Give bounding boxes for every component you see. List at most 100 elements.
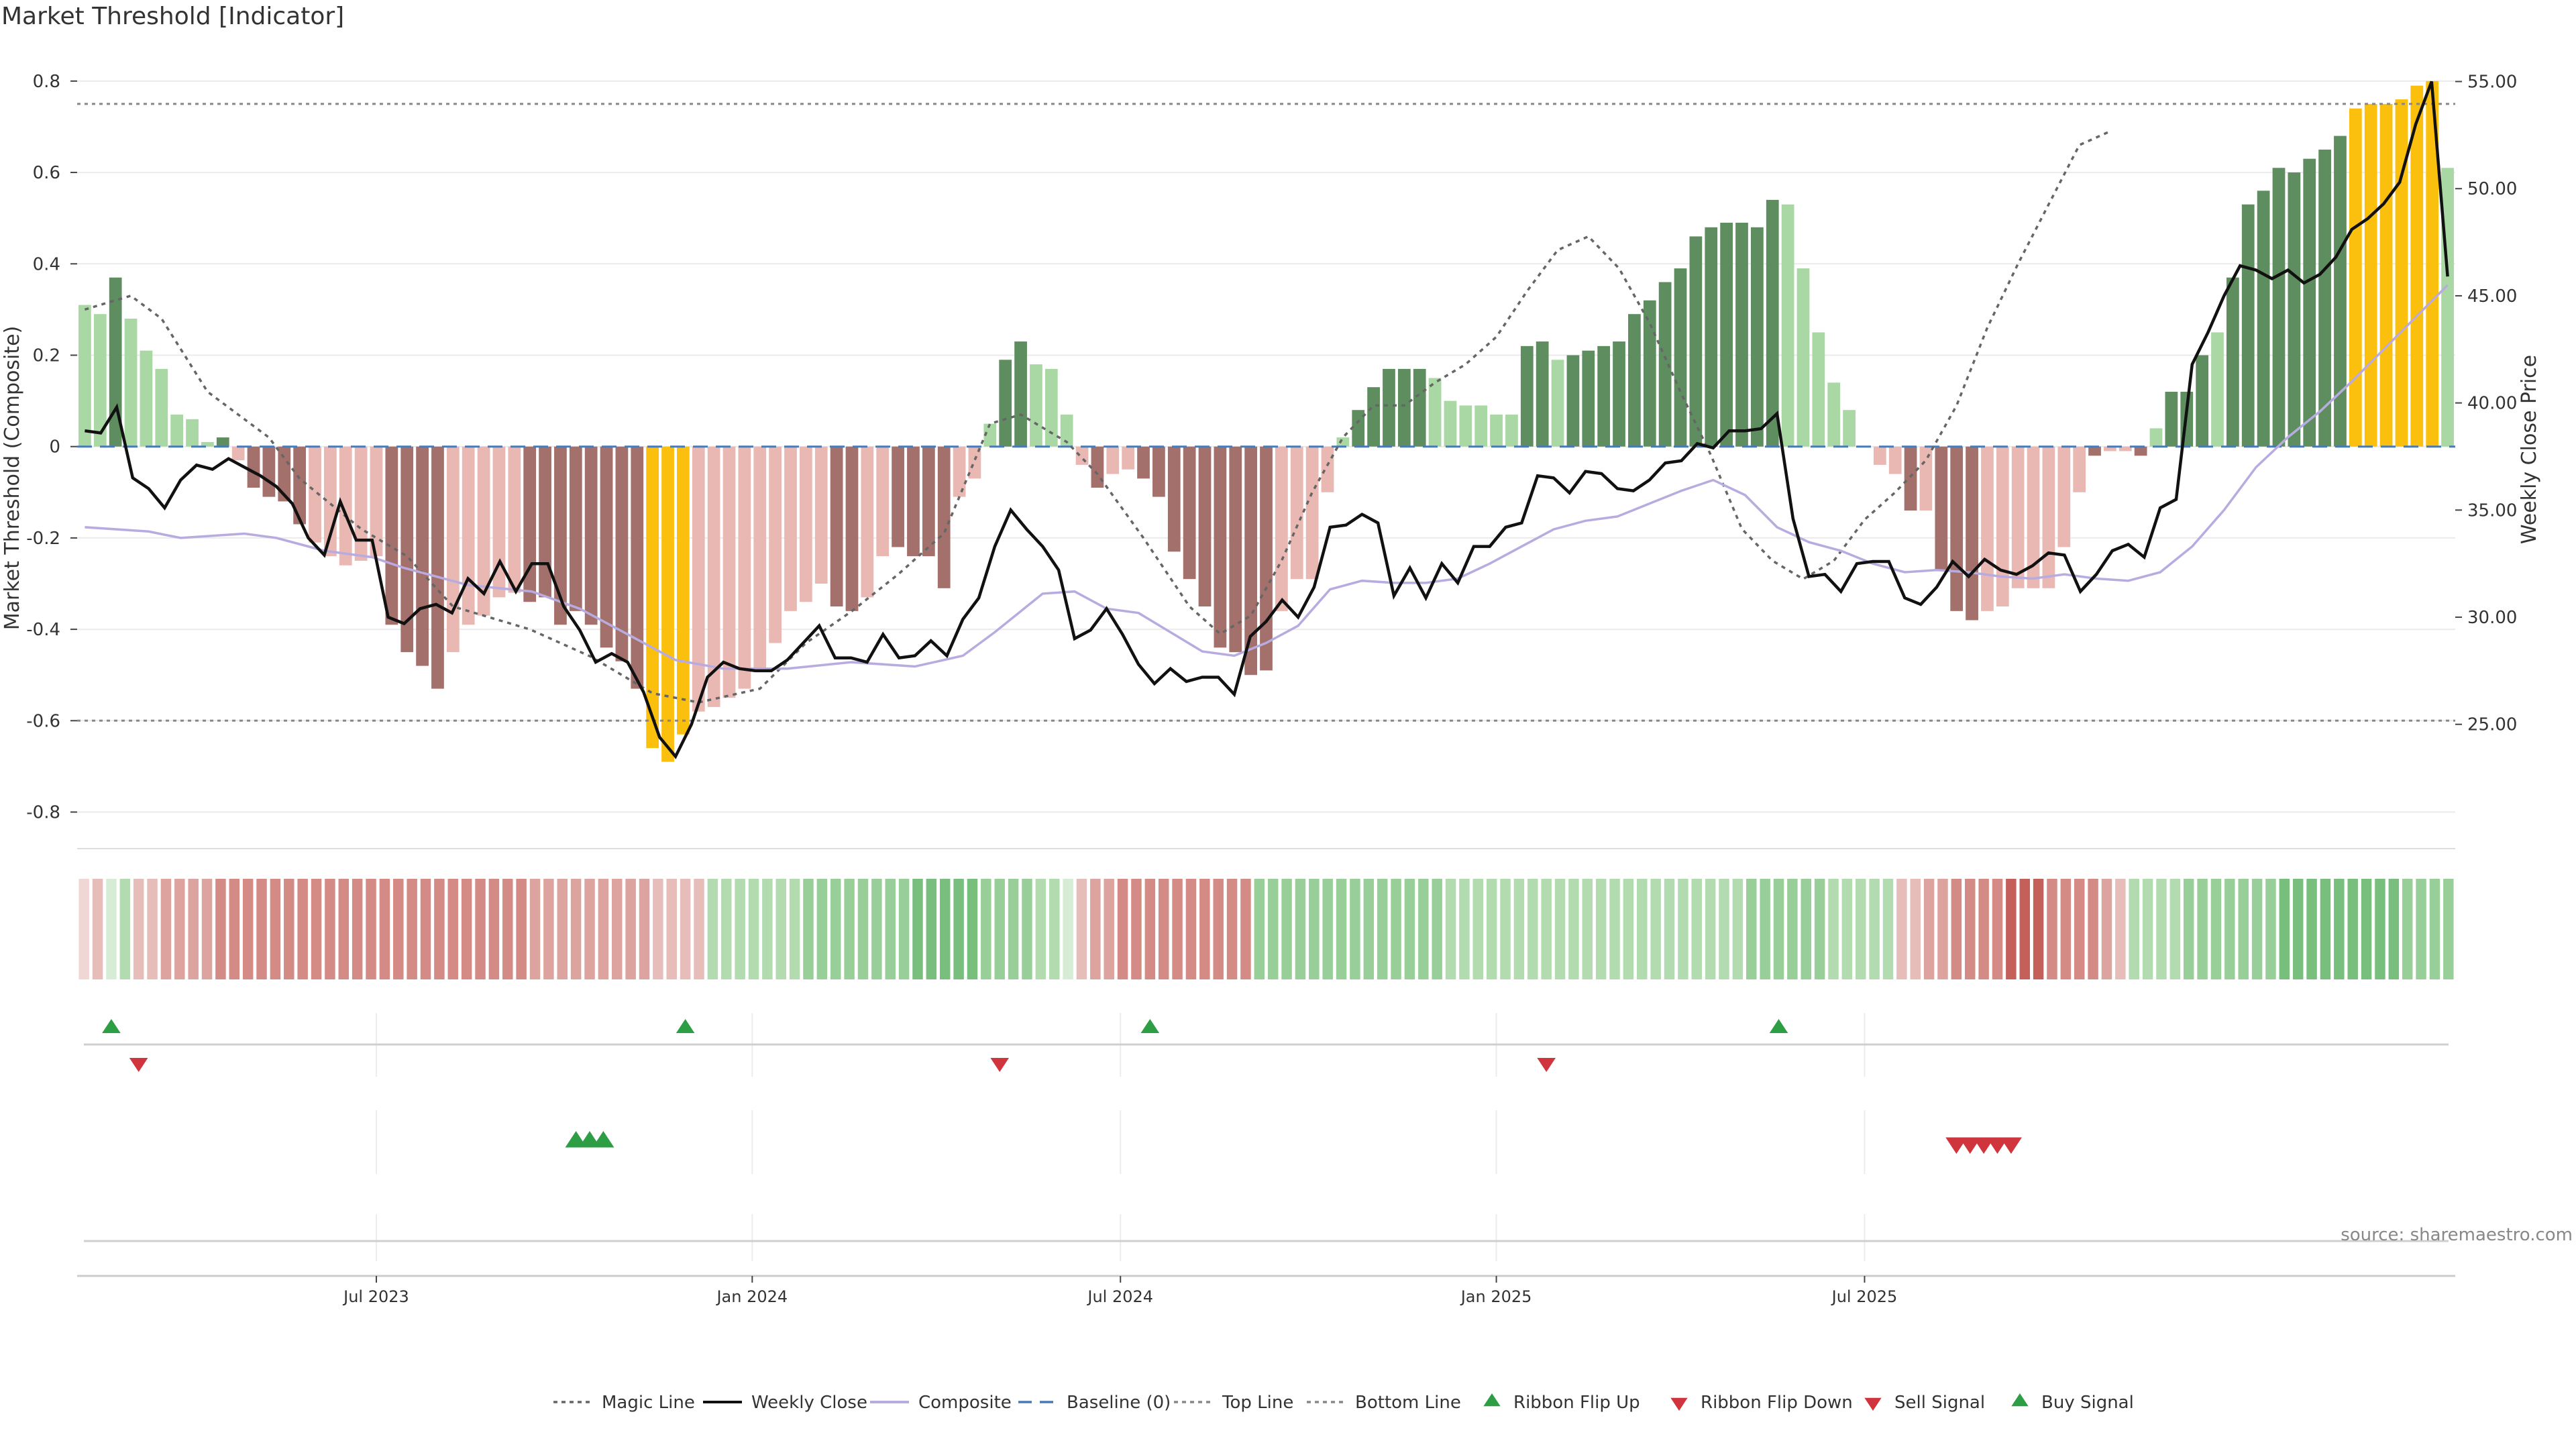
composite-bar — [2288, 172, 2301, 447]
composite-bar — [1305, 446, 1319, 580]
ribbon-cell — [174, 879, 185, 979]
ribbon-cell — [2088, 879, 2098, 979]
ribbon-cell — [119, 879, 131, 979]
ribbon-cell — [1964, 879, 1976, 979]
composite-bar — [1244, 446, 1258, 676]
right-axis-ticks: 25.00 30.00 35.00 40.00 45.00 50.00 55.00 — [2455, 72, 2517, 735]
ribbon-cell — [871, 879, 882, 979]
ribbon-cell — [1363, 879, 1375, 979]
ribbon-cell — [1732, 879, 1743, 979]
composite-bar — [2395, 99, 2408, 447]
composite-bar — [1030, 364, 1042, 447]
buy-signal-marker — [592, 1131, 614, 1148]
composite-bar — [1152, 446, 1165, 497]
composite-bar — [1643, 300, 1656, 447]
ribbon-cell — [1267, 879, 1279, 979]
ribbon-cell — [2361, 879, 2372, 979]
ribbon-cell — [1760, 879, 1770, 979]
composite-bar — [2226, 277, 2239, 447]
ribbon-cell — [502, 879, 513, 979]
ribbon-cell — [1923, 879, 1935, 979]
ribbon-cell — [1199, 879, 1210, 979]
ribbon-cell — [666, 879, 677, 979]
composite-bar — [1873, 446, 1886, 465]
composite-bar — [2027, 446, 2040, 588]
composite-bar — [1566, 355, 1580, 447]
ribbon-flip-up-marker — [102, 1019, 121, 1033]
composite-bar — [1444, 400, 1457, 447]
ribbon-cell — [1281, 879, 1292, 979]
composite-bar — [492, 446, 506, 598]
right-tick-label: 45.00 — [2467, 286, 2517, 307]
ribbon-cell — [1554, 879, 1566, 979]
ribbon-cell — [147, 879, 158, 979]
composite-bar — [1628, 314, 1641, 447]
ribbon-flip-down-marker — [129, 1058, 148, 1072]
x-tick-label: Jan 2025 — [1460, 1287, 1532, 1306]
ribbon-cell — [2429, 879, 2440, 979]
ribbon-cell — [721, 879, 732, 979]
ribbon-cell — [1172, 879, 1183, 979]
ribbon-cell — [2101, 879, 2112, 979]
composite-bar — [1613, 341, 1625, 447]
composite-bar — [2118, 446, 2132, 451]
composite-bar — [539, 446, 551, 598]
sell-signal-marker — [2000, 1137, 2022, 1154]
legend-swatch-down-icon — [1864, 1397, 1882, 1411]
legend-item: Composite — [870, 1393, 1012, 1413]
composite-bar — [431, 446, 444, 689]
ribbon-cell — [1527, 879, 1538, 979]
ribbon-cell — [242, 879, 254, 979]
composite-bar — [2211, 332, 2224, 447]
left-tick-label: 0.8 — [33, 72, 60, 92]
composite-bar — [861, 446, 874, 598]
composite-bar — [462, 446, 475, 625]
composite-bar — [1428, 378, 1442, 447]
ribbon-cell — [694, 879, 704, 979]
ribbon-cell — [2183, 879, 2194, 979]
ribbon-cell — [338, 879, 350, 979]
composite-bar — [2104, 446, 2116, 451]
composite-bar — [937, 446, 951, 588]
left-tick-label: -0.6 — [26, 711, 60, 731]
ribbon-cell — [653, 879, 663, 979]
ribbon-cell — [1801, 879, 1811, 979]
ribbon-flip-up-marker — [1140, 1019, 1160, 1033]
ribbon-cell — [2265, 879, 2276, 979]
composite-bar — [1321, 446, 1334, 492]
legend-swatch-up-icon — [2011, 1393, 2029, 1407]
ribbon-cell — [2156, 879, 2167, 979]
ribbon-cell — [1773, 879, 1784, 979]
ribbon-cell — [762, 879, 773, 979]
ribbon-cell — [1459, 879, 1470, 979]
composite-bar — [1505, 415, 1518, 447]
x-tick-label: Jul 2023 — [342, 1287, 409, 1306]
composite-bar — [416, 446, 429, 666]
ribbon-flip-down-marker — [1537, 1058, 1556, 1072]
composite-bar — [569, 446, 582, 611]
ribbon-cell — [1951, 879, 1962, 979]
ribbon-cell — [1896, 879, 1907, 979]
composite-bar — [907, 446, 920, 557]
ribbon-cell — [393, 879, 404, 979]
composite-bar — [1183, 446, 1196, 580]
composite-bar — [1720, 222, 1733, 447]
composite-bar — [247, 446, 260, 488]
ribbon-cell — [529, 879, 541, 979]
composite-bar — [968, 446, 981, 479]
ribbon-cell — [215, 879, 226, 979]
ribbon-cell — [201, 879, 213, 979]
left-axis-ticks: -0.8 -0.6 -0.4 -0.2 0 0.2 0.4 0.6 0.8 — [26, 72, 77, 823]
ribbon-cell — [2251, 879, 2263, 979]
left-tick-label: -0.2 — [26, 529, 60, 549]
ribbon-cell — [160, 879, 172, 979]
composite-bar — [692, 446, 705, 712]
composite-bar — [1167, 446, 1181, 552]
ribbon-cell — [1609, 879, 1620, 979]
ribbon-cell — [543, 879, 554, 979]
legend-item: Magic Line — [553, 1393, 695, 1413]
composite-bar — [631, 446, 644, 689]
composite-bar — [124, 319, 138, 447]
trend-ribbon — [78, 879, 2454, 979]
composite-bar — [600, 446, 613, 648]
